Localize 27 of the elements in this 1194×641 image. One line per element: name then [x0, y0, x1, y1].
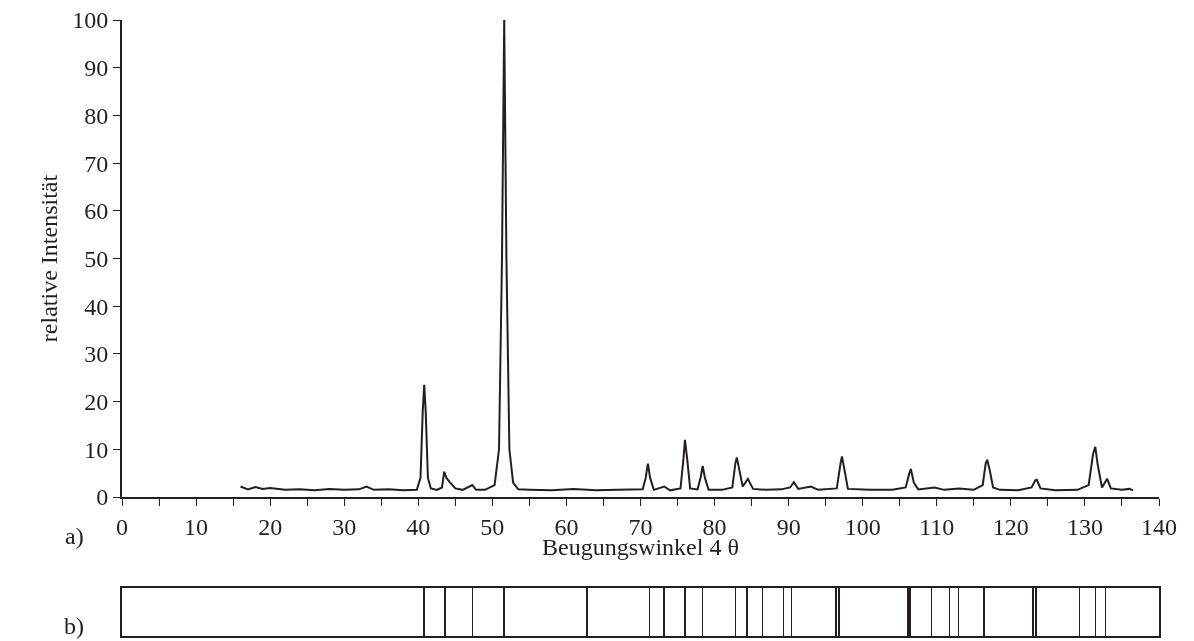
x-tick-label: 100 [844, 513, 881, 540]
y-tick-label: 20 [84, 389, 109, 415]
y-tick-label: 40 [84, 293, 109, 320]
y-tick-label: 70 [84, 150, 109, 177]
x-tick-label: 110 [919, 513, 955, 540]
x-tick-label: 120 [992, 513, 1029, 540]
y-tick-label: 0 [96, 484, 109, 511]
y-tick-label: 30 [84, 341, 109, 368]
x-tick-label: 30 [332, 513, 357, 540]
x-tick-label: 90 [776, 513, 801, 540]
y-tick-label: 10 [84, 436, 109, 463]
text: b) [64, 613, 84, 639]
y-tick-label: 50 [84, 245, 109, 272]
x-tick-label: 130 [1066, 513, 1103, 540]
x-tick-label: 40 [406, 513, 431, 540]
text: a) [65, 523, 84, 549]
y-tick-label: 100 [72, 7, 109, 34]
y-tick-label: 80 [84, 102, 109, 129]
y-axis-title: relative Intensität [35, 174, 62, 343]
x-tick-label: 10 [184, 513, 209, 540]
x-tick-label: 50 [480, 513, 505, 540]
x-tick-label: 140 [1141, 513, 1177, 540]
y-tick-label: 60 [84, 198, 109, 225]
y-tick-label: 90 [84, 55, 109, 82]
line-series [239, 20, 1135, 492]
x-tick-label: 0 [116, 513, 128, 540]
x-tick-label: 20 [258, 513, 283, 540]
